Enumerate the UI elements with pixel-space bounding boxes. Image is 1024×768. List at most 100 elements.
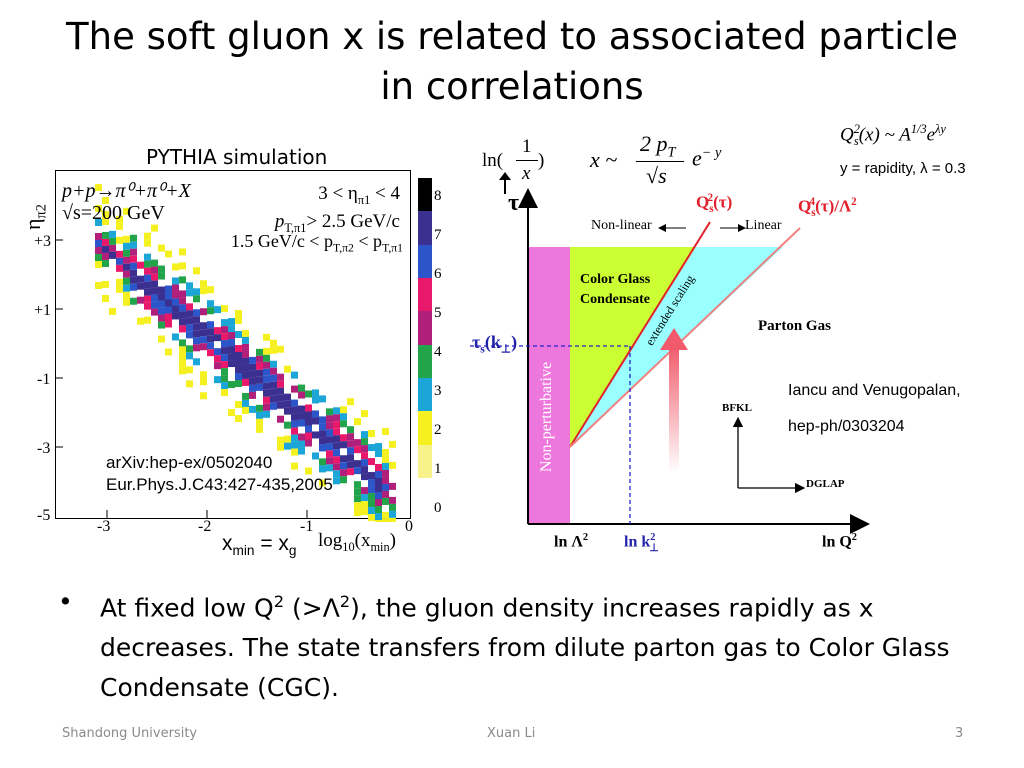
heatmap-cell [249,384,256,392]
heatmap-cell [158,314,165,322]
heatmap-cell [270,388,277,396]
heatmap-cell [354,488,361,496]
heatmap-cell [221,361,228,369]
heatmap-cell [235,366,242,373]
heatmap-cell [242,350,249,358]
heatmap-cell [347,433,354,441]
heatmap-cell [263,410,270,418]
heatmap-cell [151,280,158,288]
qs-tau-label: Qs2(τ) [696,192,733,216]
heatmap-cell [368,430,375,438]
heatmap-cell [340,406,347,414]
heatmap-cell [375,471,382,478]
heatmap-cell [193,316,200,324]
heatmap-cell [291,420,298,428]
cut-eta: 3 < ηπ1 < 4 [318,183,400,207]
colorbar-tick: 4 [434,344,442,360]
heatmap-cell [354,502,361,510]
heatmap-cell [123,291,130,299]
colorbar-segment [418,344,432,378]
heatmap-cell [326,457,333,465]
heatmap-cell [95,247,102,254]
heatmap-cell [179,367,186,375]
heatmap-cell [298,391,305,399]
heatmap-cell [361,508,368,516]
heatmap-cell [235,345,242,352]
heatmap-cell [354,509,361,517]
heatmap-cell [340,413,347,421]
heatmap-cell [228,409,235,417]
heatmap-cell [284,421,291,429]
left-ytick-1: +1 [34,302,52,319]
qs4-label: Qs4(τ)/Λ2 [798,196,857,220]
heatmap-cell [144,267,151,275]
heatmap-cell [221,382,228,390]
heatmap-cell [305,439,312,447]
heatmap-cell [319,458,326,466]
left-xtick-3: 0 [405,518,413,535]
heatmap-cell [102,280,109,288]
heatmap-cell [228,332,235,340]
heatmap-cell [361,459,368,467]
heatmap-cell [116,278,123,286]
heatmap-cell [375,506,382,513]
heatmap-cell [102,210,109,218]
heatmap-cell [179,304,186,312]
heatmap-cell [221,368,228,376]
heatmap-cell [102,238,109,246]
heatmap-cell [361,431,368,439]
heatmap-cell [312,417,319,425]
heatmap-cell [179,311,186,319]
heatmap-cell [263,354,270,362]
heatmap-cell [263,389,270,397]
heatmap-cell [333,477,340,485]
heatmap-cell [326,415,333,423]
heatmap-cell [137,275,144,283]
heatmap-cell [144,260,151,268]
heatmap-cell [361,410,368,418]
heatmap-cell [242,357,249,365]
heatmap-cell [312,410,319,418]
heatmap-cell [263,396,270,404]
heatmap-cell [361,466,368,474]
nonperturbative-region [528,247,570,524]
heatmap-cell [235,359,242,366]
heatmap-cell [165,292,172,300]
heatmap-cell [354,467,361,475]
heatmap-cell [95,233,102,240]
heatmap-cell [102,196,109,204]
heatmap-cell [256,404,263,412]
heatmap-cell [116,215,123,223]
heatmap-cell [382,455,389,463]
heatmap-cell [186,289,193,297]
heatmap-cell [137,282,144,290]
heatmap-cell [375,478,382,485]
heatmap-cell [340,462,347,470]
heatmap-cell [277,443,284,451]
heatmap-cell [284,400,291,408]
heatmap-cell [375,450,382,457]
plot-cut-pt2: 1.5 GeV/c < pT,π2 < pT,π1 [230,231,403,255]
heatmap-cell [179,318,186,326]
heatmap-cell [291,399,298,407]
heatmap-cell [242,343,249,351]
heatmap-cell [277,380,284,388]
heatmap-cell [228,353,235,361]
heatmap-cell [242,336,249,344]
heatmap-cell [95,219,102,226]
heatmap-cell [179,290,186,298]
heatmap-cell [284,407,291,415]
heatmap-cell [340,420,347,428]
heatmap-cell [382,490,389,498]
heatmap-cell [235,380,242,387]
heatmap-cell [179,346,186,354]
left-ytick-3: -3 [37,440,51,457]
heatmap-cell [102,294,109,302]
heatmap-cell [172,263,179,271]
heatmap-cell [179,276,186,284]
heatmap-cell [354,495,361,503]
ref-arxiv: arXiv:hep-ex/0502040 [106,453,273,472]
tau-s-label: τs(k⊥) [472,332,518,356]
colorbar-tick: 6 [434,266,442,282]
heatmap-cell [172,298,179,306]
